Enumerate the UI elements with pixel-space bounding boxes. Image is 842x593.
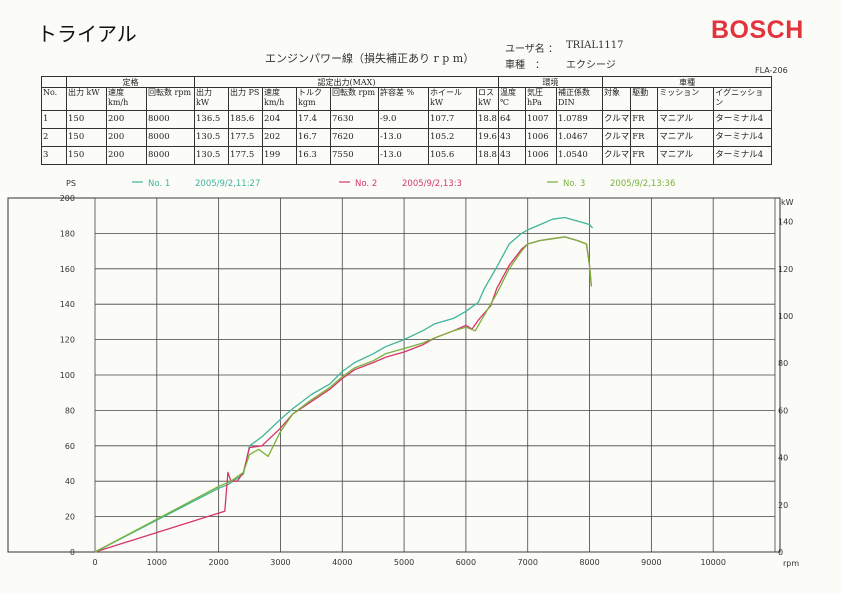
y-axis-label: PS	[66, 179, 76, 188]
table-cell: ターミナル4	[713, 146, 773, 165]
table-cell: 1.0540	[556, 146, 603, 165]
table-cell: マニアル	[657, 146, 715, 165]
legend-timestamp: 2005/9/2,13:36	[610, 179, 675, 189]
legend-label: No. 1	[148, 179, 170, 189]
table-row: 3 150 200 8000 130.5 177.5 199 16.3 7550 -13.0 105…	[41, 146, 773, 165]
car-value: エクシージ	[566, 60, 616, 71]
legend-label: No. 2	[355, 179, 377, 189]
y-tick-label: 100	[60, 371, 75, 380]
table-cell: 43	[498, 146, 526, 165]
y2-tick-label: 80	[778, 359, 788, 368]
table-header-cell: 許容差 %	[378, 87, 429, 111]
y2-tick-label: 120	[778, 265, 793, 274]
table-header-cell: 出力 kW	[194, 87, 229, 111]
table-cell: 199	[262, 146, 297, 165]
form-code: FLA-206	[755, 66, 788, 75]
x-tick-label: 8000	[579, 558, 599, 567]
y-tick-label: 140	[60, 300, 75, 309]
x-tick-label: 7000	[518, 558, 538, 567]
table-row: 1 150 200 8000 136.5 185.6 204 17.4 7630 -9.0 107.…	[41, 110, 773, 129]
x-axis-label: rpm	[783, 559, 799, 568]
table-cell: 18.8	[476, 146, 499, 165]
series-line	[94, 236, 593, 553]
x-tick-label: 10000	[700, 558, 725, 567]
page-title: トライアル	[37, 22, 137, 46]
y2-tick-label: 60	[778, 406, 788, 415]
x-tick-label: 0	[92, 558, 97, 567]
y-tick-label: 60	[65, 442, 75, 451]
table-cell: 177.5	[228, 146, 263, 165]
report-subtitle: エンジンパワー線（損失補正あり r p m）	[265, 52, 475, 65]
table-cell: 200	[106, 146, 147, 165]
y-tick-label: 40	[65, 477, 75, 486]
table-header-cell: 補正係数 DIN	[556, 87, 603, 111]
y-tick-label: 200	[60, 194, 75, 203]
results-table: 定格 認定出力(MAX) 環境 車種 No. 出力 kW 速度 km/h 回転数…	[41, 76, 773, 165]
series-line	[94, 236, 593, 553]
y2-tick-label: 140	[778, 218, 793, 227]
table-cell: 16.3	[296, 146, 331, 165]
table-cell: クルマ	[601, 146, 632, 165]
brand-logo: BOSCH	[711, 16, 804, 44]
x-tick-label: 2000	[208, 558, 228, 567]
y-tick-label: 180	[60, 229, 75, 238]
y-tick-label: 0	[70, 548, 75, 557]
legend-timestamp: 2005/9/2,11:27	[195, 179, 260, 189]
y2-tick-label: 0	[778, 548, 783, 557]
x-tick-label: 6000	[456, 558, 476, 567]
y-tick-label: 120	[60, 336, 75, 345]
x-tick-label: 5000	[394, 558, 414, 567]
table-header-cell: 速度 km/h	[262, 87, 297, 111]
x-tick-label: 3000	[270, 558, 290, 567]
table-cell: 1006	[525, 146, 557, 165]
y-tick-label: 20	[65, 513, 75, 522]
table-header-cell: 速度 km/h	[106, 87, 147, 111]
table-body: 1 150 200 8000 136.5 185.6 204 17.4 7630 -9.0 107.…	[41, 110, 773, 165]
user-value: TRIAL1117	[566, 40, 624, 51]
y2-tick-label: 20	[778, 501, 788, 510]
series-line	[94, 216, 594, 553]
y2-axis-label: kW	[781, 198, 794, 207]
y-tick-label: 80	[65, 406, 75, 415]
car-label: 車種 ：	[505, 60, 545, 71]
legend-timestamp: 2005/9/2,13:3	[402, 179, 462, 189]
x-tick-label: 9000	[641, 558, 661, 567]
y2-tick-label: 40	[778, 454, 788, 463]
x-tick-label: 1000	[147, 558, 167, 567]
user-label: ユーザ名 ：	[505, 44, 558, 55]
y2-tick-label: 100	[778, 312, 793, 321]
x-tick-label: 4000	[332, 558, 352, 567]
legend-label: No. 3	[563, 179, 585, 189]
y-tick-label: 160	[60, 265, 75, 274]
table-header-cell: 出力 kW	[66, 87, 107, 111]
